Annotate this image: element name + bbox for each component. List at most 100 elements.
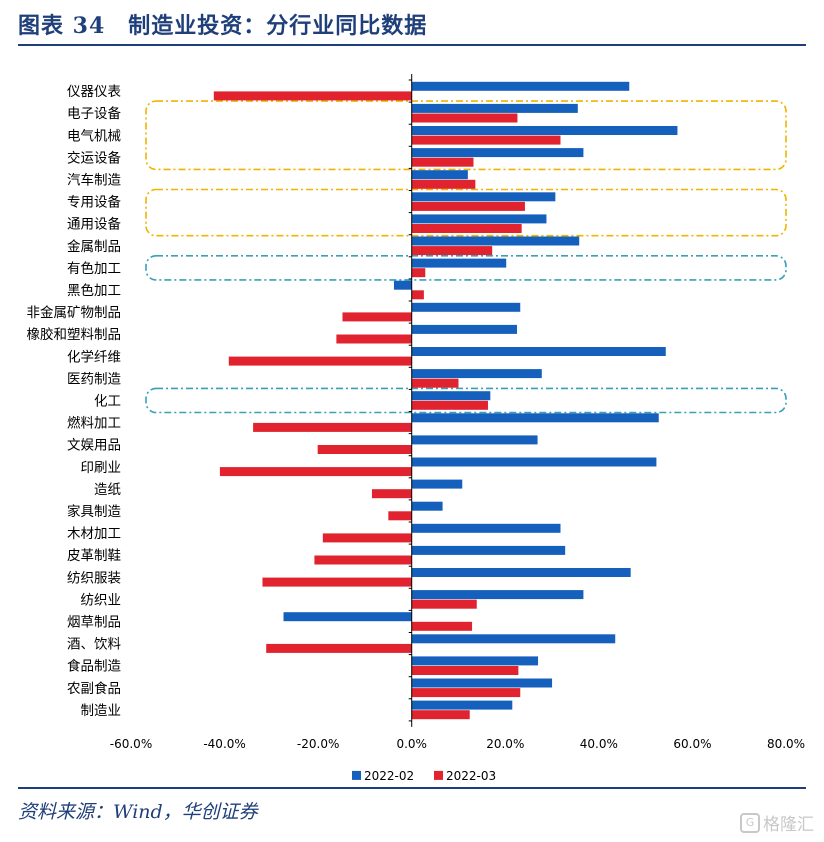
bar-2022-02: [411, 479, 463, 489]
category-label: 酒、饮料: [67, 637, 121, 653]
chart-title: 图表 34 制造业投资：分行业同比数据: [18, 13, 428, 39]
bar-2022-03: [411, 290, 424, 300]
category-label: 纺织业: [81, 592, 122, 608]
x-tick-label: 80.0%: [767, 737, 805, 751]
bar-2022-03: [388, 511, 412, 521]
category-label: 造纸: [94, 482, 121, 498]
bar-2022-03: [411, 157, 474, 167]
x-tick-label: 0.0%: [396, 737, 427, 751]
bar-2022-03: [336, 334, 412, 344]
category-label: 烟草制品: [67, 614, 121, 630]
bar-2022-03: [411, 179, 476, 189]
legend-swatch: [434, 770, 443, 780]
bar-2022-03: [411, 113, 518, 123]
x-tick-label: 40.0%: [580, 737, 618, 751]
bar-2022-02: [411, 678, 553, 688]
bar-2022-03: [411, 201, 525, 211]
category-label: 黑色加工: [67, 282, 121, 299]
bar-2022-02: [411, 700, 513, 710]
bar-2022-03: [266, 643, 412, 653]
bar-2022-02: [411, 656, 539, 666]
bar-2022-02: [411, 501, 443, 511]
source-note: 资料来源：Wind，华创证券: [18, 801, 258, 823]
bar-2022-02: [411, 457, 657, 467]
bar-2022-02: [411, 369, 542, 379]
bar-2022-03: [411, 135, 561, 145]
bar-2022-02: [411, 103, 578, 113]
category-label: 化工: [94, 393, 121, 409]
bar-2022-03: [314, 555, 412, 565]
category-label: 电气机械: [67, 128, 121, 144]
bar-2022-02: [411, 81, 630, 91]
bar-2022-02: [411, 258, 507, 268]
category-label: 金属制品: [67, 239, 121, 255]
bar-2022-03: [411, 666, 519, 675]
highlight-box-0: [145, 100, 787, 171]
bar-2022-03: [317, 445, 412, 454]
bar-2022-02: [411, 523, 561, 533]
legend-swatch: [352, 770, 361, 780]
bar-2022-03: [262, 577, 412, 587]
bar-2022-02: [411, 148, 584, 158]
x-tick-label: -40.0%: [203, 737, 245, 751]
bar-2022-03: [213, 91, 412, 101]
watermark-logo-icon: G: [740, 812, 760, 833]
watermark: G 格隆汇: [740, 810, 814, 835]
highlight-box-3: [145, 387, 787, 414]
category-label: 燃料加工: [67, 415, 121, 432]
category-label: 纺织服装: [67, 570, 121, 586]
category-label: 制造业: [81, 703, 122, 719]
bar-2022-02: [411, 324, 517, 334]
bar-2022-03: [219, 467, 412, 477]
bar-2022-03: [411, 378, 459, 388]
x-tick-label: 60.0%: [673, 737, 711, 751]
bar-2022-03: [371, 489, 412, 499]
chart-title-bar: 图表 34 制造业投资：分行业同比数据: [18, 8, 427, 40]
bar-2022-03: [411, 621, 473, 631]
bar-2022-03: [411, 400, 488, 410]
bar-2022-02: [411, 170, 468, 180]
bar-2022-02: [411, 590, 584, 600]
watermark-text: 格隆汇: [763, 815, 814, 835]
bar-2022-03: [411, 268, 426, 278]
bar-2022-02: [411, 568, 631, 577]
bar-2022-02: [411, 391, 491, 401]
bar-2022-03: [411, 710, 470, 720]
category-label: 家具制造: [67, 503, 121, 520]
category-label: 有色加工: [67, 260, 121, 277]
bar-2022-02: [411, 126, 678, 135]
category-label: 食品制造: [67, 658, 121, 675]
highlight-box-2: [145, 255, 787, 281]
bar-2022-02: [411, 545, 566, 555]
bar-2022-02: [411, 413, 659, 423]
x-tick-label: 20.0%: [486, 737, 524, 751]
bar-2022-03: [411, 224, 522, 233]
category-label: 皮革制鞋: [67, 548, 121, 564]
footer-divider: [18, 787, 806, 789]
legend-label: 2022-03: [446, 769, 496, 780]
x-tick-label: -20.0%: [297, 737, 339, 751]
bar-2022-03: [253, 422, 412, 432]
category-label: 非金属矿物制品: [27, 305, 122, 321]
bar-2022-02: [393, 280, 412, 290]
bar-2022-02: [411, 302, 521, 312]
bar-chart: 仪器仪表电子设备电气机械交运设备汽车制造专用设备通用设备金属制品有色加工黑色加工…: [27, 74, 805, 780]
bar-2022-02: [283, 612, 412, 622]
bar-2022-02: [411, 236, 580, 246]
category-label: 医药制造: [67, 371, 121, 387]
category-label: 汽车制造: [67, 171, 121, 188]
category-label: 印刷业: [81, 460, 122, 476]
highlight-box-1: [145, 188, 787, 237]
category-label: 专用设备: [67, 194, 121, 211]
bar-2022-03: [411, 246, 493, 256]
category-label: 通用设备: [67, 216, 121, 233]
category-label: 交运设备: [67, 149, 121, 166]
bar-2022-02: [411, 435, 538, 445]
category-label: 化学纤维: [67, 349, 121, 365]
bar-2022-02: [411, 634, 616, 644]
bar-2022-03: [322, 533, 412, 543]
bar-2022-02: [411, 347, 666, 356]
bar-2022-03: [342, 312, 412, 322]
x-tick-label: -60.0%: [110, 737, 152, 751]
bar-2022-03: [411, 688, 521, 698]
